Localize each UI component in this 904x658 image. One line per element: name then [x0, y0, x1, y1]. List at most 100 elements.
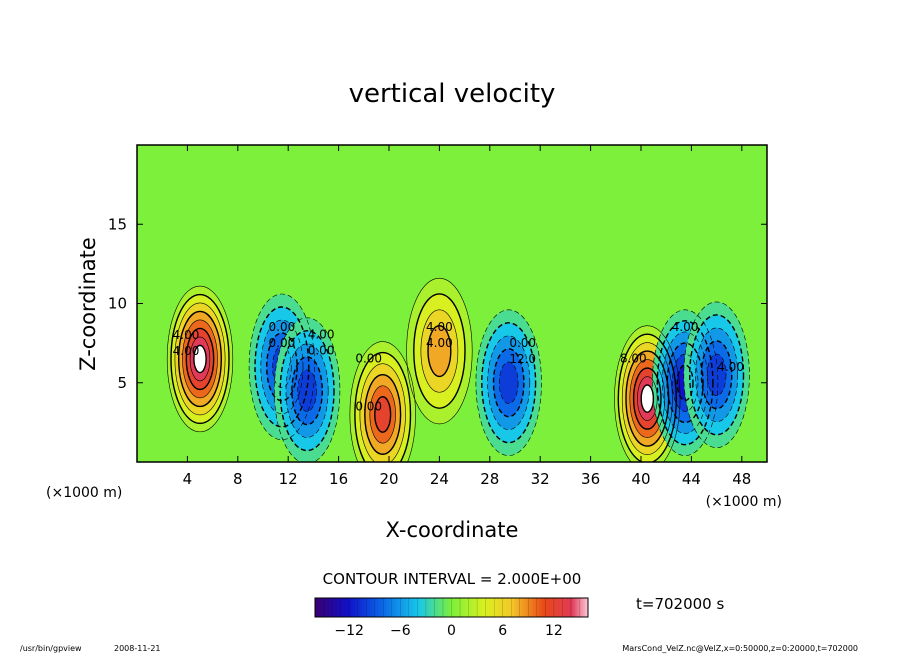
contour-label: 4.00 [717, 360, 744, 374]
field-band [641, 385, 654, 413]
x-tick-label: 8 [233, 470, 243, 488]
contour-line [632, 367, 662, 430]
contour-line [614, 325, 681, 462]
footer-info: MarsCond_VelZ.nc@VelZ,x=0:50000,z=0:2000… [622, 644, 858, 653]
contour-line [189, 336, 211, 382]
contour-line [177, 310, 222, 408]
contour-label: 0.00 [308, 344, 335, 358]
contour-line [629, 359, 666, 438]
contour-line [354, 351, 412, 462]
x-tick-label: 48 [732, 470, 751, 488]
contour-label: 0.00 [509, 336, 536, 350]
colorbar-tick-label: −6 [390, 623, 411, 639]
x-tick-label: 40 [631, 470, 650, 488]
contour-line [666, 342, 704, 424]
contour-line [170, 293, 230, 425]
x-tick-label: 16 [329, 470, 348, 488]
colorbar-tick-label: 0 [447, 623, 456, 639]
contour-line [706, 353, 727, 396]
contour-line [274, 317, 341, 462]
x-unit-right: (×1000 m) [706, 494, 782, 510]
field-band [297, 369, 317, 412]
colorbar-tick-label: −12 [334, 623, 364, 639]
field-band [193, 345, 207, 373]
contour-line [700, 340, 733, 410]
x-tick-label: 28 [480, 470, 499, 488]
contour-line [617, 333, 677, 462]
contour-line [254, 306, 310, 428]
contour-line [651, 309, 719, 456]
contour-line [640, 384, 655, 413]
contour-label: 4.00 [308, 328, 335, 342]
plot-area: 4.00 0.00 0.00 0.00 4.00 12.0 8.00 4.00 4.00 4.00… [137, 145, 767, 462]
contour-line [637, 376, 658, 421]
contour-label-layer: 4.00 0.00 0.00 0.00 4.00 12.0 8.00 4.00 4.00 4.00… [173, 320, 744, 414]
y-tick-label: 10 [108, 295, 127, 313]
x-tick-label: 44 [682, 470, 701, 488]
contour-line [683, 301, 750, 449]
contour-line [374, 396, 392, 433]
contour-label: 4.00 [173, 328, 200, 342]
footer-date: 2008-11-21 [114, 644, 161, 653]
contour-line [481, 322, 537, 444]
contour-line [427, 324, 452, 378]
contour-interval-text: CONTOUR INTERVAL = 2.000E+00 [323, 570, 582, 588]
field-band [499, 361, 519, 404]
contour-label: 0.00 [269, 336, 296, 350]
contour-line [364, 373, 402, 455]
footer-program: /usr/bin/gpview [20, 644, 82, 653]
contour-line [671, 353, 699, 412]
contour-line [349, 341, 416, 462]
y-axis-ticks: 5 10 15 [108, 215, 767, 392]
contour-line [487, 335, 531, 430]
contour-line [695, 327, 739, 423]
contour-label: 8.00 [620, 352, 647, 366]
contour-line [475, 309, 542, 456]
contour-label: 0.00 [355, 351, 382, 365]
contour-line [279, 330, 335, 452]
x-axis-label: X-coordinate [386, 518, 519, 542]
x-tick-label: 12 [279, 470, 298, 488]
x-axis-ticks: 4 8 12 16 20 24 28 32 36 40 44 48 [183, 145, 751, 488]
contour-label: 4.00 [426, 320, 453, 334]
colorbar-tick-label: 6 [498, 623, 507, 639]
contour-line [499, 361, 519, 404]
field-band [428, 325, 451, 377]
contour-line [166, 285, 234, 433]
contour-line [369, 385, 396, 444]
contour-line [185, 327, 215, 391]
contour-line [413, 293, 466, 409]
contour-line [265, 332, 298, 402]
colorbar-tick-label: 12 [545, 623, 563, 639]
contour-line [272, 345, 292, 389]
contour-line [297, 369, 317, 412]
contour-line [174, 302, 226, 416]
y-axis-label: Z-coordinate [76, 237, 100, 371]
field-band [374, 396, 391, 433]
contour-label: 4.00 [672, 320, 699, 334]
colorbar-ticks: −12 −6 0 6 12 [323, 598, 580, 639]
contour-line [621, 342, 673, 455]
x-tick-label: 20 [379, 470, 398, 488]
contour-line [359, 363, 406, 462]
contour-line [285, 343, 329, 438]
y-tick-label: 5 [117, 374, 127, 392]
contour-line [406, 277, 473, 425]
x-tick-label: 24 [430, 470, 449, 488]
contour-label: 0.00 [355, 399, 382, 413]
time-text: t=702000 s [636, 595, 724, 613]
y-tick-label: 15 [108, 215, 127, 233]
contour-line [260, 319, 304, 415]
contour-line [492, 348, 525, 418]
contour-line [193, 344, 207, 374]
contour-line [676, 364, 694, 402]
contour-label: 12.0 [509, 352, 536, 366]
contour-line [291, 356, 323, 426]
contour-layer [166, 277, 750, 462]
contour-label: 4.00 [173, 344, 200, 358]
contour-label: 0.00 [269, 320, 296, 334]
chart-title: vertical velocity [349, 79, 556, 109]
x-unit-left: (×1000 m) [46, 485, 122, 501]
x-tick-label: 36 [581, 470, 600, 488]
